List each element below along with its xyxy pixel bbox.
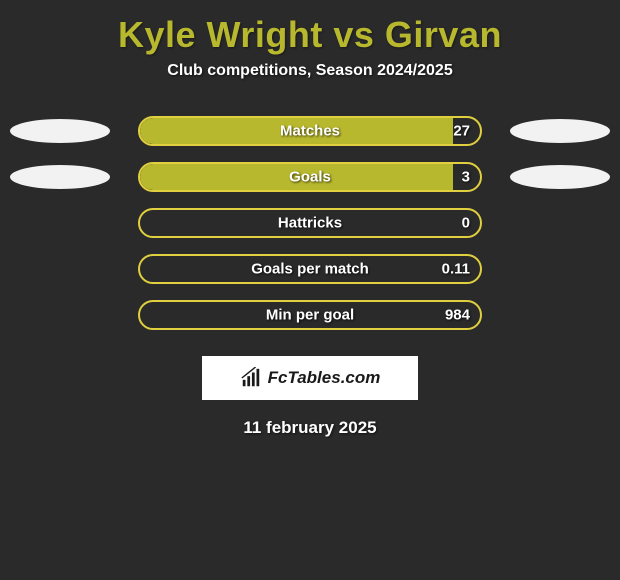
stat-bar-track: Hattricks0	[138, 208, 482, 238]
chart-icon	[240, 367, 262, 389]
stat-row: Goals3	[0, 154, 620, 200]
stat-value: 0.11	[442, 261, 470, 278]
comparison-title: Kyle Wright vs Girvan	[0, 0, 620, 62]
player-ellipse-left	[10, 165, 110, 189]
player-ellipse-right	[510, 119, 610, 143]
stat-row: Min per goal984	[0, 292, 620, 338]
stat-label: Goals	[140, 169, 480, 186]
comparison-subtitle: Club competitions, Season 2024/2025	[0, 62, 620, 108]
stat-label: Hattricks	[140, 215, 480, 232]
logo-text: FcTables.com	[268, 368, 381, 388]
stat-rows-container: Matches27 Goals3 Hattricks0 Goals per match…	[0, 108, 620, 338]
stat-row: Goals per match0.11	[0, 246, 620, 292]
stat-row: Hattricks0	[0, 200, 620, 246]
stat-value: 0	[462, 215, 470, 232]
stat-bar-track: Matches27	[138, 116, 482, 146]
player-ellipse-left	[10, 119, 110, 143]
stat-value: 984	[445, 307, 470, 324]
logo-box: FcTables.com	[202, 356, 418, 400]
stat-label: Matches	[140, 123, 480, 140]
stat-label: Min per goal	[140, 307, 480, 324]
stat-label: Goals per match	[140, 261, 480, 278]
stat-bar-track: Goals3	[138, 162, 482, 192]
stat-value: 3	[462, 169, 470, 186]
stat-bar-track: Goals per match0.11	[138, 254, 482, 284]
stat-bar-track: Min per goal984	[138, 300, 482, 330]
player-ellipse-right	[510, 165, 610, 189]
stat-row: Matches27	[0, 108, 620, 154]
snapshot-date: 11 february 2025	[0, 418, 620, 438]
stat-value: 27	[453, 123, 470, 140]
